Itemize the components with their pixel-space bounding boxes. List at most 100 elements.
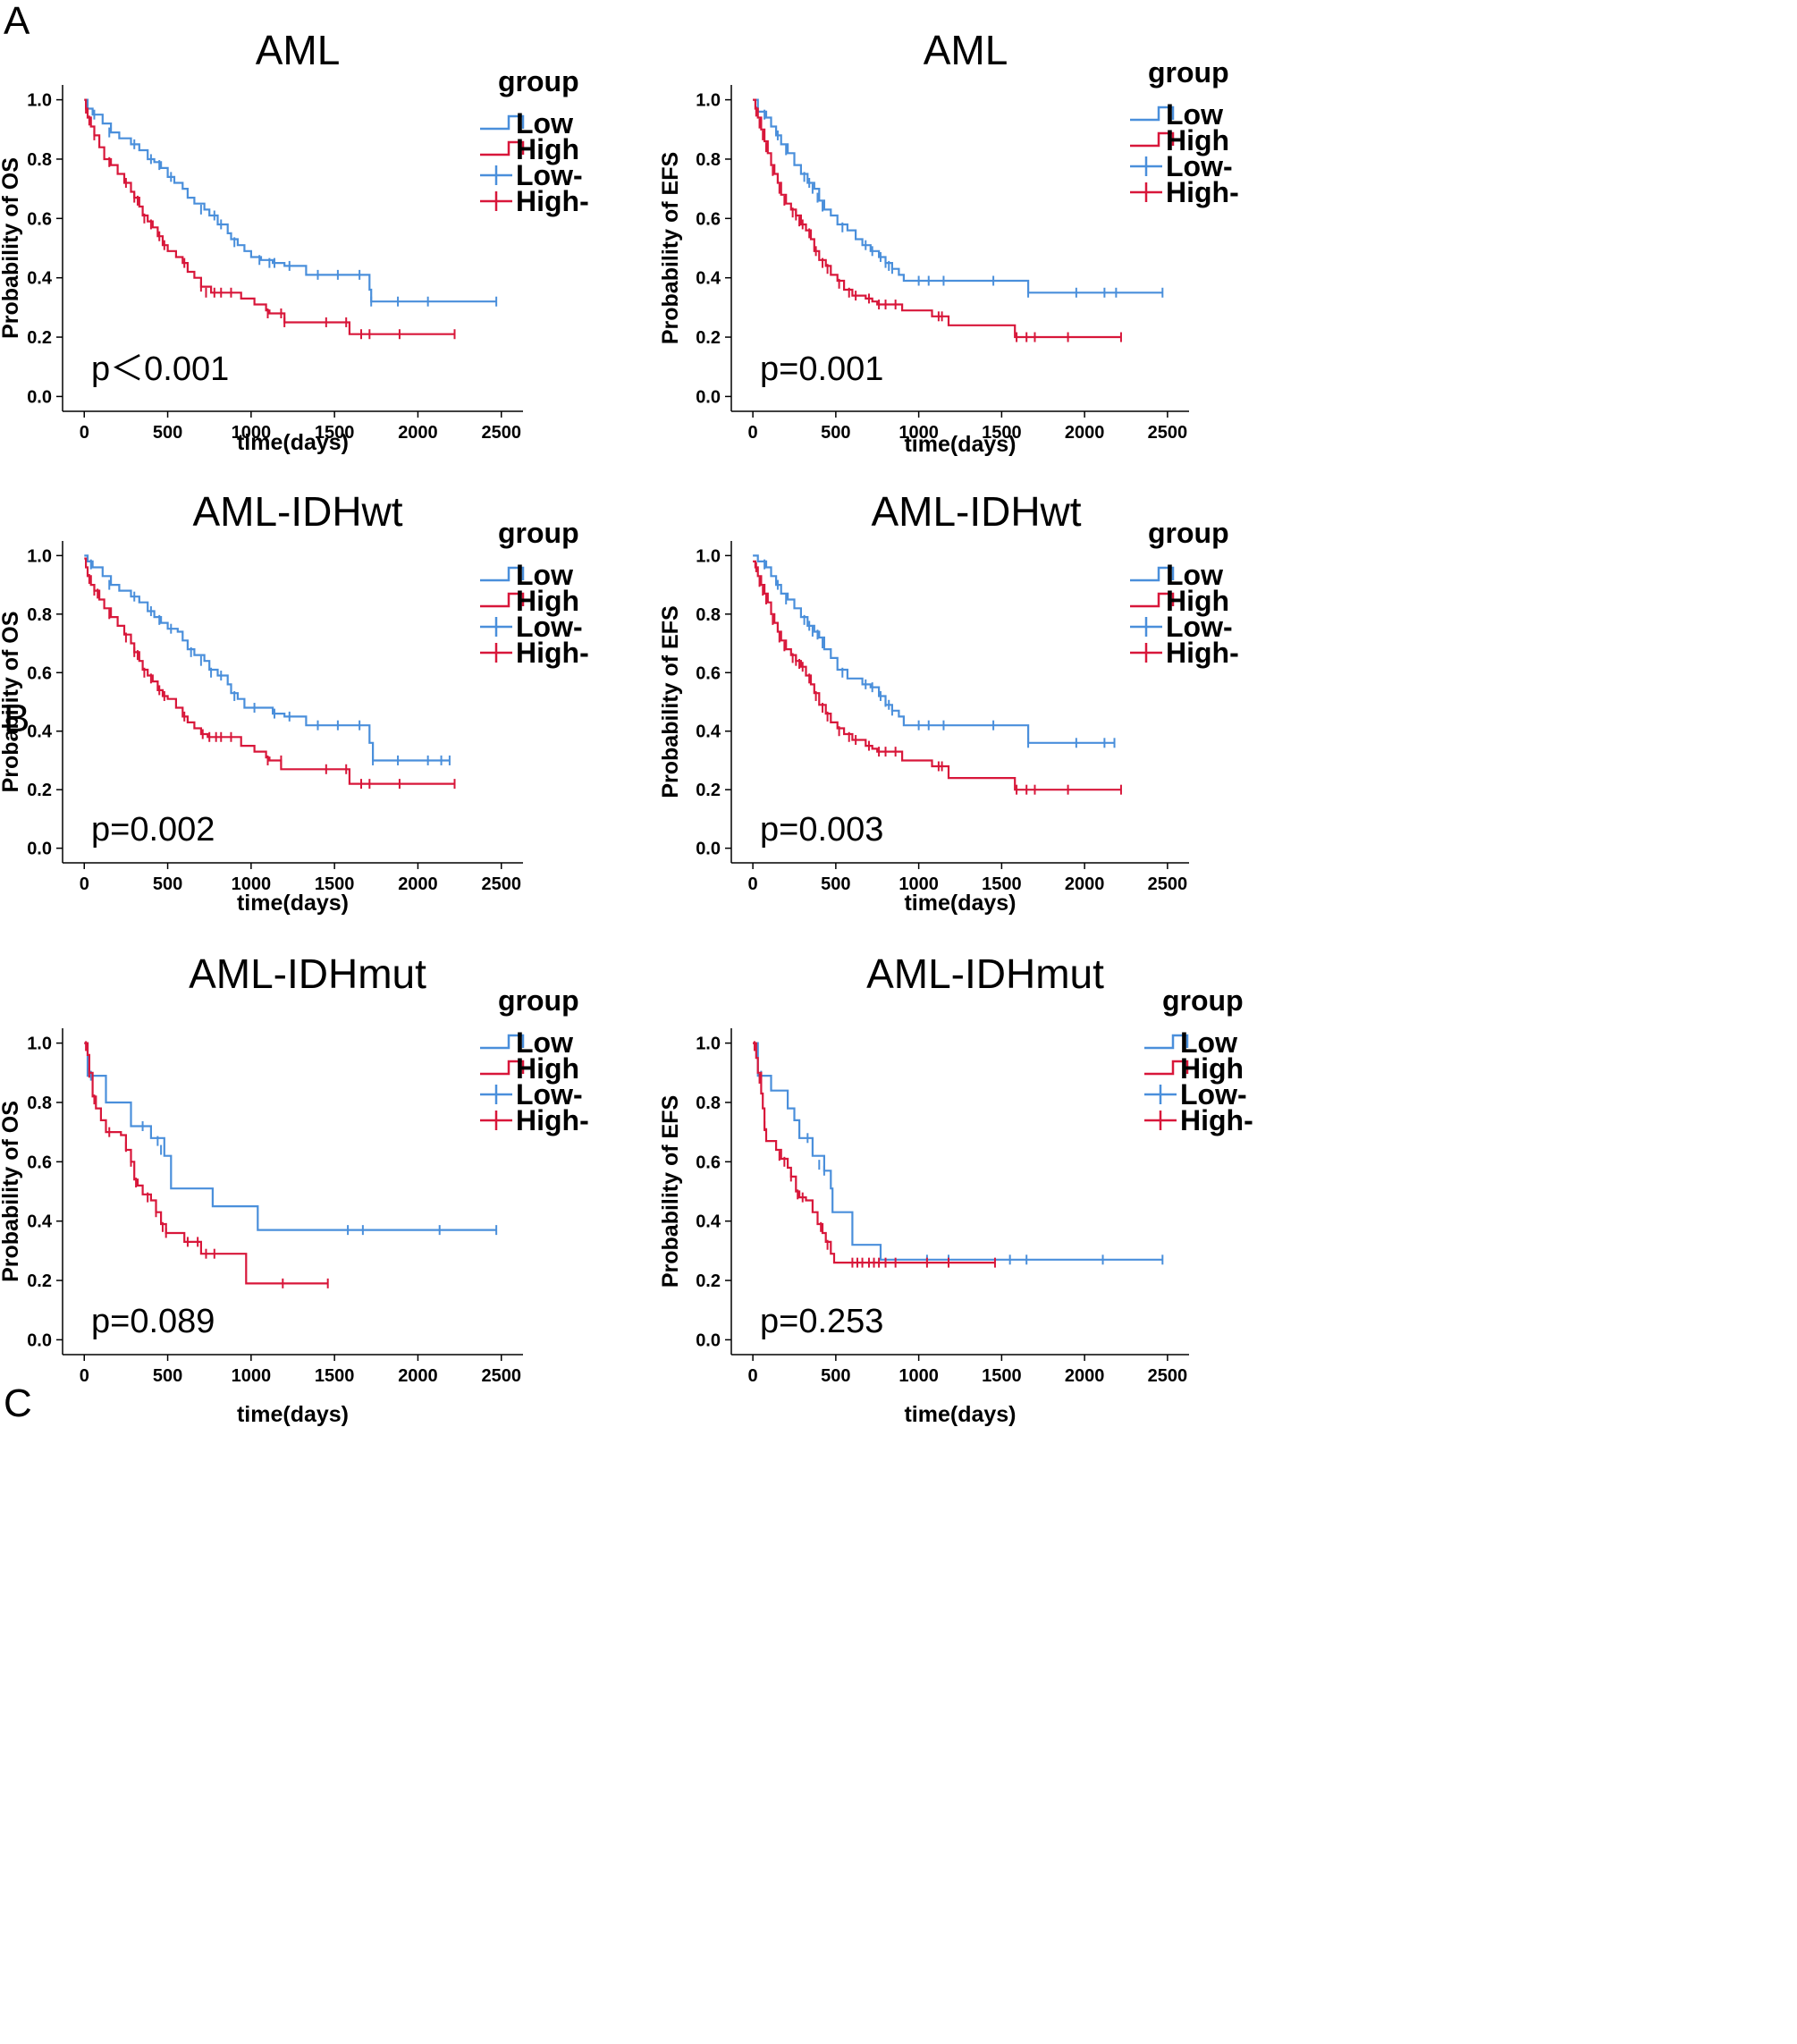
x-tick-label: 2500 (1148, 1366, 1188, 1386)
p-value-label: p=0.002 (91, 811, 215, 849)
legend-item-high-censor: High- (1144, 1104, 1253, 1136)
legend-step-symbol (1130, 566, 1175, 582)
legend-label: High (1180, 1052, 1244, 1085)
y-tick-label: 1.0 (27, 1035, 52, 1054)
x-axis-label: time(days) (904, 1402, 1016, 1427)
km-curve-low (84, 554, 450, 762)
x-tick-label: 0 (748, 423, 758, 443)
p-value-label: p=0.001 (760, 351, 883, 388)
y-tick-label: 0.2 (27, 328, 52, 348)
legend-label: Low (516, 107, 573, 139)
y-tick-label: 0.2 (696, 1271, 721, 1291)
y-axis-label: Probability of OS (0, 612, 23, 793)
legend-step-symbol (1130, 106, 1175, 122)
legend-item-low-censor: Low- (480, 1078, 583, 1111)
legend-label: High (1166, 585, 1229, 617)
legend-item-low-censor: Low- (1144, 1078, 1247, 1111)
y-axis-label: Probability of OS (0, 1101, 23, 1282)
y-tick-label: 0.4 (27, 722, 53, 742)
km-curve-high (84, 1042, 328, 1285)
y-tick-label: 0.8 (27, 150, 52, 170)
legend-item-low-censor: Low- (480, 611, 583, 643)
legend-item-high-censor: High- (1130, 637, 1239, 669)
legend-item-high: High (480, 1052, 579, 1085)
legend-label: High- (1166, 176, 1239, 208)
km-curve-high (84, 557, 455, 785)
x-tick-label: 1000 (232, 1366, 272, 1386)
chart-b-efs: AML-IDHwt 0 500 1000 1500 2000 2500 0.0 0.2 0.4 0.… (658, 488, 1239, 916)
y-tick-label: 0.8 (27, 605, 52, 625)
legend-step-symbol (480, 566, 525, 582)
legend-item-high-censor: High- (480, 1104, 589, 1136)
legend-label: High (516, 1052, 579, 1085)
x-tick-label: 2500 (1148, 423, 1188, 443)
km-curve-high (753, 560, 1121, 791)
legend-title: group (498, 65, 579, 97)
km-curve-low (84, 98, 497, 303)
x-tick-label: 2000 (1065, 423, 1105, 443)
x-tick-label: 1000 (232, 423, 272, 443)
legend-label: Low (516, 1026, 573, 1059)
legend-label: High (516, 133, 579, 165)
x-tick-label: 1000 (898, 1366, 939, 1386)
legend-item-high: High (1130, 124, 1229, 156)
y-tick-label: 0.2 (27, 781, 52, 800)
y-tick-label: 0.0 (696, 840, 721, 859)
legend-item-high: High (480, 133, 579, 165)
chart-title: AML-IDHwt (871, 488, 1081, 535)
legend-item-high-censor: High- (1130, 176, 1239, 208)
legend-item-low: Low (480, 107, 573, 139)
chart-title: AML-IDHwt (192, 488, 402, 535)
x-tick-label: 1500 (982, 423, 1022, 443)
km-curve-low (753, 98, 1163, 294)
chart-title: AML-IDHmut (866, 950, 1104, 997)
y-tick-label: 0.6 (696, 1153, 721, 1172)
x-axis-label: time(days) (237, 430, 349, 455)
y-tick-label: 0.6 (27, 209, 52, 229)
x-tick-label: 2000 (1065, 1366, 1105, 1386)
chart-a-efs: AML 0 500 1000 1500 2000 2500 0.0 0.2 0.4 0.6 0.8 1.… (658, 27, 1239, 457)
x-tick-label: 2000 (398, 423, 438, 443)
x-tick-label: 500 (821, 874, 850, 894)
legend-step-symbol (1130, 592, 1175, 608)
legend-label: High- (1180, 1104, 1253, 1136)
legend-step-symbol (480, 114, 525, 131)
km-curve-high (753, 98, 1121, 339)
legend-item-high: High (1130, 585, 1229, 617)
x-tick-label: 2000 (1065, 874, 1105, 894)
y-axis-label: Probability of OS (0, 157, 23, 339)
panel-letter-c: C (4, 1381, 32, 1425)
legend-label: Low (1180, 1026, 1237, 1059)
x-tick-label: 2000 (398, 1366, 438, 1386)
y-tick-label: 0.8 (696, 605, 721, 625)
y-tick-label: 0.6 (696, 663, 721, 683)
chart-c-os: AML-IDHmut 0 500 1000 1500 2000 2500 0.0 0.2 0.4 0… (0, 950, 589, 1427)
legend-label: Low- (1180, 1078, 1247, 1111)
y-axis-label: Probability of EFS (658, 605, 683, 798)
y-tick-label: 1.0 (27, 546, 52, 566)
legend-item-low: Low (1130, 559, 1223, 591)
chart-b-os: AML-IDHwt 0 500 1000 1500 2000 2500 0.0 0.2 0.4 0.… (0, 488, 589, 916)
y-tick-label: 0.2 (696, 781, 721, 800)
x-tick-label: 2000 (398, 874, 438, 894)
legend-label: Low- (1166, 150, 1233, 182)
legend-step-symbol (1144, 1034, 1189, 1050)
y-tick-label: 0.0 (27, 387, 52, 407)
y-tick-label: 0.2 (696, 328, 721, 348)
x-tick-label: 1500 (315, 423, 355, 443)
x-tick-label: 1000 (232, 874, 272, 894)
y-tick-label: 0.6 (27, 663, 52, 683)
x-tick-label: 500 (153, 1366, 182, 1386)
legend-label: High- (1166, 637, 1239, 669)
x-tick-label: 0 (80, 1366, 89, 1386)
legend-item-low: Low (1130, 98, 1223, 131)
legend-label: High- (516, 185, 589, 217)
y-axis-label: Probability of EFS (658, 152, 683, 344)
x-tick-label: 2500 (481, 423, 521, 443)
y-tick-label: 0.0 (696, 1330, 721, 1350)
p-value-label: p＜0.001 (91, 351, 229, 388)
y-tick-label: 0.0 (27, 1330, 52, 1350)
legend-step-symbol (480, 140, 525, 156)
p-value-label: p=0.253 (760, 1303, 883, 1340)
y-tick-label: 0.8 (696, 1094, 721, 1113)
